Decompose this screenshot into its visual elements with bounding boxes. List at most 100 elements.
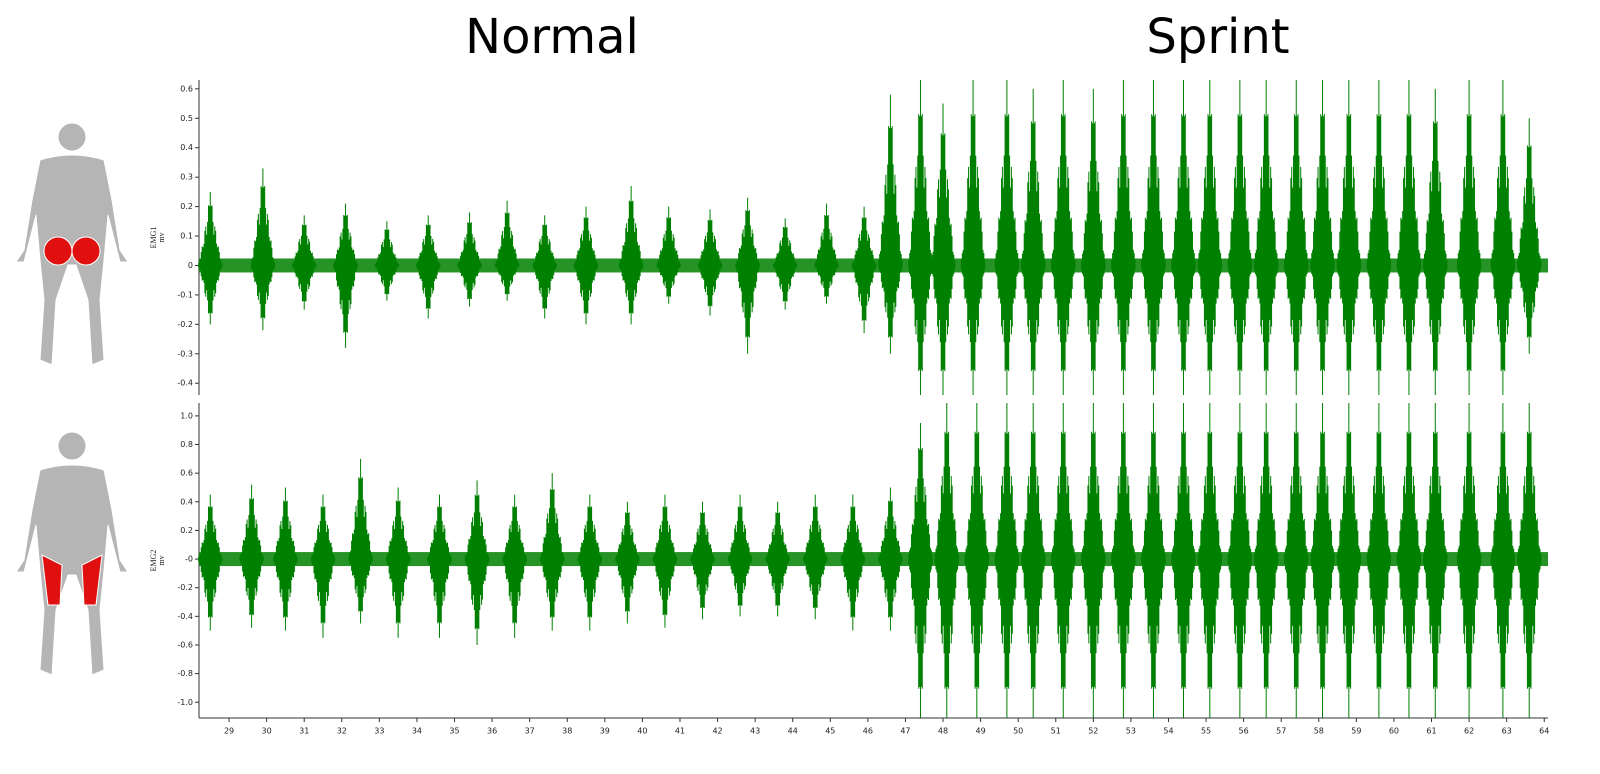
y-tick-label: 0.8 — [180, 440, 193, 449]
emg-burst — [502, 494, 527, 638]
y-axis-label: EMG2 — [149, 550, 158, 572]
emg-burst — [735, 197, 760, 354]
emg-burst — [1366, 403, 1392, 718]
emg-burst — [1490, 80, 1516, 395]
body-back — [15, 122, 129, 366]
emg-burst — [1111, 80, 1136, 395]
emg-burst — [697, 209, 723, 316]
emg-burst — [930, 103, 956, 395]
emg-burst — [652, 494, 678, 628]
emg-burst — [1253, 80, 1279, 395]
emg-burst — [1021, 88, 1046, 395]
emg-burst — [765, 501, 790, 617]
emg-burst — [494, 200, 520, 301]
x-tick-label: 59 — [1351, 727, 1361, 736]
emg-burst — [416, 215, 441, 319]
emg-burst — [374, 221, 400, 301]
y-tick-label: 0.1 — [180, 232, 193, 241]
emg-burst — [273, 487, 298, 631]
x-tick-label: 41 — [675, 727, 685, 736]
emg-burst — [1423, 403, 1448, 718]
y-tick-label: 0.5 — [180, 114, 193, 123]
emg-burst — [803, 494, 828, 620]
emg-burst — [878, 487, 903, 631]
x-tick-label: 45 — [825, 727, 835, 736]
emg-burst — [615, 501, 640, 624]
y-tick-label: -0.3 — [177, 349, 193, 358]
emg-burst — [1051, 403, 1076, 718]
y-tick-label: 0.2 — [180, 526, 193, 535]
emg-burst — [198, 191, 223, 325]
annotation: Normal — [465, 9, 639, 65]
emg-burst — [1141, 80, 1166, 395]
emg-burst — [239, 484, 264, 628]
y-tick-label: -0.6 — [177, 640, 193, 649]
x-tick-label: 31 — [299, 727, 309, 736]
emg-burst — [532, 215, 557, 319]
y-tick-label: -0.4 — [177, 379, 193, 388]
emg-burst — [198, 494, 223, 631]
x-tick-label: 38 — [562, 727, 572, 736]
emg-burst — [1081, 403, 1106, 718]
emg-burst — [960, 80, 986, 395]
x-tick-label: 36 — [487, 727, 497, 736]
emg-burst — [1081, 88, 1106, 395]
emg-burst — [1310, 80, 1335, 395]
emg-burst — [840, 494, 866, 631]
x-tick-label: 30 — [262, 727, 272, 736]
y-tick-label: 0.3 — [180, 173, 193, 182]
y-tick-label: 0.4 — [180, 143, 193, 152]
emg-burst — [1284, 403, 1309, 718]
x-tick-label: 61 — [1426, 727, 1436, 736]
x-tick-label: 57 — [1276, 727, 1286, 736]
emg-burst — [333, 203, 358, 348]
x-tick-label: 53 — [1126, 727, 1136, 736]
emg-burst — [292, 215, 317, 310]
x-tick-label: 49 — [975, 727, 985, 736]
x-tick-label: 58 — [1314, 727, 1324, 736]
y-tick-label: -0.1 — [177, 290, 193, 299]
emg-burst — [540, 473, 565, 631]
emg-burst — [1456, 403, 1482, 718]
emg-burst — [1396, 80, 1422, 395]
x-tick-label: 40 — [637, 727, 647, 736]
y-tick-label: 1.0 — [180, 411, 193, 420]
emg-burst — [1396, 403, 1422, 718]
annotation: Sprint — [1146, 9, 1289, 65]
emg-burst — [1284, 80, 1309, 395]
emg-burst — [1517, 403, 1542, 718]
x-tick-label: 29 — [224, 727, 234, 736]
emg-burst — [618, 185, 644, 325]
x-tick-label: 51 — [1051, 727, 1061, 736]
emg-burst — [994, 80, 1020, 395]
y-axis-unit: mv — [157, 232, 166, 242]
emg-burst — [908, 423, 933, 718]
emg-burst — [577, 494, 602, 631]
y-tick-label: -0.8 — [177, 669, 193, 678]
y-tick-label: -0.4 — [177, 612, 193, 621]
x-tick-label: 35 — [449, 727, 459, 736]
emg-burst — [1310, 403, 1335, 718]
emg-burst — [1456, 80, 1482, 395]
x-tick-label: 50 — [1013, 727, 1023, 736]
x-tick-label: 48 — [938, 727, 948, 736]
emg-burst — [1197, 403, 1223, 718]
y-tick-label: 0 — [188, 261, 193, 270]
x-tick-label: 32 — [337, 727, 347, 736]
x-tick-label: 52 — [1088, 727, 1098, 736]
x-tick-label: 55 — [1201, 727, 1211, 736]
y-tick-label: -0 — [185, 555, 193, 564]
y-axis-unit: mv — [157, 555, 166, 565]
emg-burst — [427, 494, 452, 638]
y-tick-label: -0.2 — [177, 583, 193, 592]
emg-burst — [934, 403, 959, 718]
y-tick-label: -1.0 — [177, 698, 193, 707]
emg-burst — [1423, 88, 1448, 395]
emg-burst — [1171, 403, 1196, 718]
x-tick-label: 47 — [900, 727, 910, 736]
y-tick-label: 0.2 — [180, 202, 193, 211]
y-tick-label: 0.4 — [180, 497, 193, 506]
emg-burst — [690, 501, 715, 620]
x-tick-label: 39 — [600, 727, 610, 736]
